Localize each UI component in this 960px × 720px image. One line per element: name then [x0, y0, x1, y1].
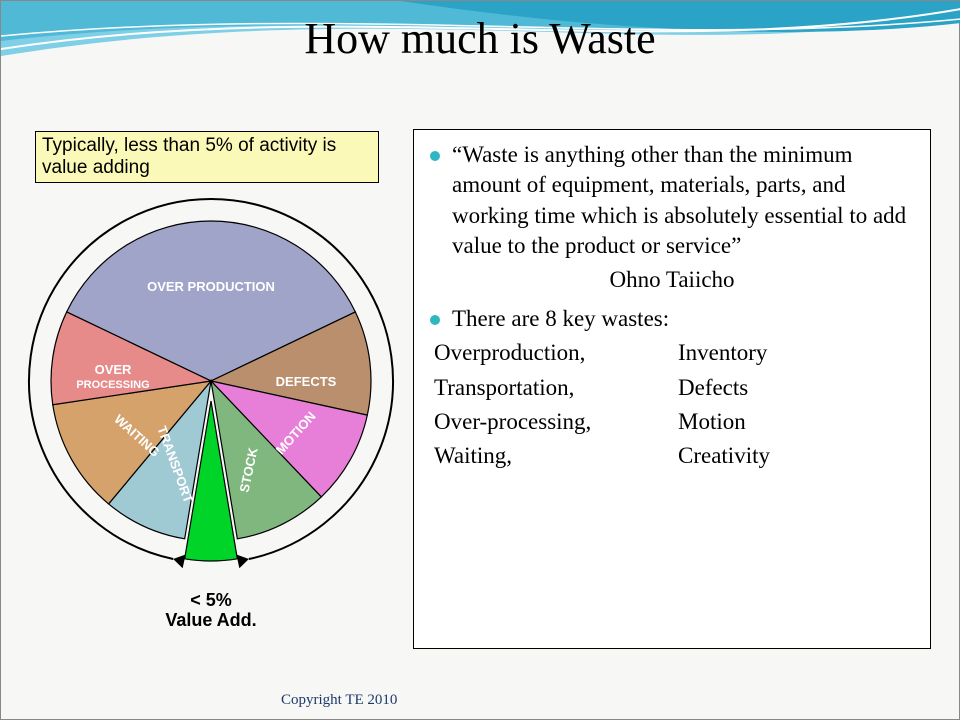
quote-author: Ohno Taiicho — [430, 265, 914, 295]
bullet-wastes-intro: There are 8 key wastes: — [430, 304, 914, 334]
copyright-text: Copyright TE 2010 — [281, 692, 397, 709]
svg-text:DEFECTS: DEFECTS — [276, 374, 337, 389]
waste-item: Motion — [678, 407, 914, 437]
svg-text:OVER PRODUCTION: OVER PRODUCTION — [147, 279, 275, 294]
quote-text: “Waste is anything other than the minimu… — [452, 140, 914, 261]
svg-text:PROCESSING: PROCESSING — [76, 379, 149, 391]
svg-text:OVER: OVER — [95, 362, 132, 377]
waste-item: Inventory — [678, 338, 914, 368]
page-title: How much is Waste — [1, 13, 959, 64]
value-add-pct: < 5% — [190, 590, 232, 610]
bullet-icon — [430, 151, 440, 161]
bullet-icon — [430, 315, 440, 325]
waste-item: Defects — [678, 373, 914, 403]
pie-chart: OVER PRODUCTIONDEFECTSMOTIONSTOCKTRANSPO… — [21, 181, 401, 661]
value-add-label: < 5% Value Add. — [21, 591, 401, 631]
waste-item: Transportation, — [434, 373, 670, 403]
text-panel: “Waste is anything other than the minimu… — [413, 129, 931, 649]
waste-item: Overproduction, — [434, 338, 670, 368]
wastes-intro: There are 8 key wastes: — [452, 304, 914, 334]
callout-box: Typically, less than 5% of activity is v… — [35, 131, 379, 183]
value-add-text: Value Add. — [165, 610, 256, 630]
wastes-grid: Overproduction, Inventory Transportation, D… — [434, 338, 914, 471]
waste-item: Creativity — [678, 441, 914, 471]
waste-item: Over-processing, — [434, 407, 670, 437]
bullet-quote: “Waste is anything other than the minimu… — [430, 140, 914, 261]
waste-item: Waiting, — [434, 441, 670, 471]
